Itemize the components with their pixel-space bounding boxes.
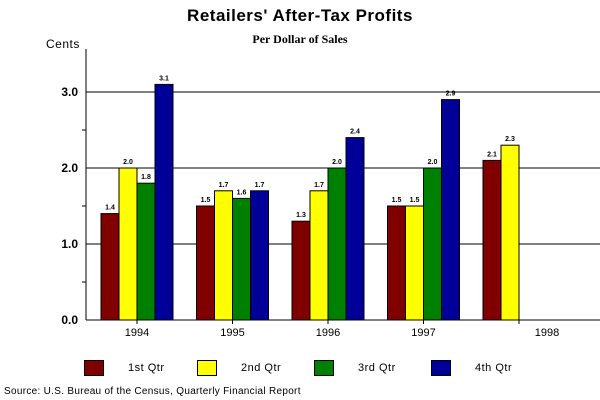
legend-item-2nd-qtr: 2nd Qtr xyxy=(197,360,281,376)
data-label: 2.4 xyxy=(350,129,360,136)
bar-1997-4 xyxy=(441,99,460,321)
y-axis-label: Cents xyxy=(46,37,80,51)
data-label: 1.5 xyxy=(201,197,211,204)
bar-1994-3 xyxy=(136,182,156,321)
legend-swatch xyxy=(314,360,334,376)
bar-1995-3 xyxy=(232,197,251,321)
x-tick-label: 1995 xyxy=(220,327,244,339)
bar-1996-1 xyxy=(291,220,311,321)
data-label: 1.3 xyxy=(296,212,306,219)
data-label: 2.9 xyxy=(446,91,456,98)
x-tick-label: 1996 xyxy=(316,327,340,339)
y-tick-label: 1.0 xyxy=(61,237,78,251)
legend-item-1st-qtr: 1st Qtr xyxy=(84,360,165,376)
x-tick-label: 1994 xyxy=(125,327,149,339)
chart-subtitle: Per Dollar of Sales xyxy=(252,32,348,46)
bar-1997-2 xyxy=(405,205,424,321)
bar-1995-1 xyxy=(196,205,215,321)
bar-1994-1 xyxy=(100,213,120,321)
x-tick-label: 1998 xyxy=(535,327,559,339)
data-label: 2.0 xyxy=(428,159,438,166)
y-tick-label: 0.0 xyxy=(61,313,78,327)
y-tick-label: 2.0 xyxy=(61,161,78,175)
bar-1996-2 xyxy=(309,190,329,321)
legend-swatch xyxy=(431,360,451,376)
bar-1998-2 xyxy=(500,144,520,321)
bar-1994-2 xyxy=(118,167,138,321)
legend-item-4th-qtr: 4th Qtr xyxy=(431,360,512,376)
data-label: 1.5 xyxy=(392,197,402,204)
legend-swatch xyxy=(197,360,217,376)
bar-1995-4 xyxy=(250,190,269,321)
source-note: Source: U.S. Bureau of the Census, Quart… xyxy=(4,386,301,397)
legend-label: 2nd Qtr xyxy=(241,361,282,374)
legend-item-3rd-qtr: 3rd Qtr xyxy=(314,360,396,376)
chart-title: Retailers' After-Tax Profits xyxy=(187,6,413,25)
legend-swatch xyxy=(84,360,104,376)
data-label: 3.1 xyxy=(159,75,169,82)
bar-1997-1 xyxy=(387,205,406,321)
data-label: 2.0 xyxy=(332,159,342,166)
legend-label: 1st Qtr xyxy=(128,361,165,374)
data-label: 1.8 xyxy=(141,174,151,181)
data-label: 2.1 xyxy=(487,151,497,158)
x-tick-label: 1997 xyxy=(411,327,435,339)
legend-label: 3rd Qtr xyxy=(358,361,396,374)
data-label: 1.7 xyxy=(219,182,229,189)
data-label: 1.4 xyxy=(105,205,115,212)
data-label: 1.6 xyxy=(237,189,247,196)
bar-1995-2 xyxy=(214,190,233,321)
bar-1994-4 xyxy=(154,83,174,321)
data-label: 2.3 xyxy=(505,136,515,143)
bar-1997-3 xyxy=(423,167,442,321)
data-label: 1.7 xyxy=(255,182,265,189)
y-tick-label: 3.0 xyxy=(61,85,78,99)
bar-1996-4 xyxy=(345,137,365,321)
data-label: 2.0 xyxy=(123,159,133,166)
legend-label: 4th Qtr xyxy=(475,361,513,374)
bar-1998-1 xyxy=(482,159,502,321)
data-label: 1.7 xyxy=(314,182,324,189)
bar-1996-3 xyxy=(327,167,347,321)
data-label: 1.5 xyxy=(410,197,420,204)
